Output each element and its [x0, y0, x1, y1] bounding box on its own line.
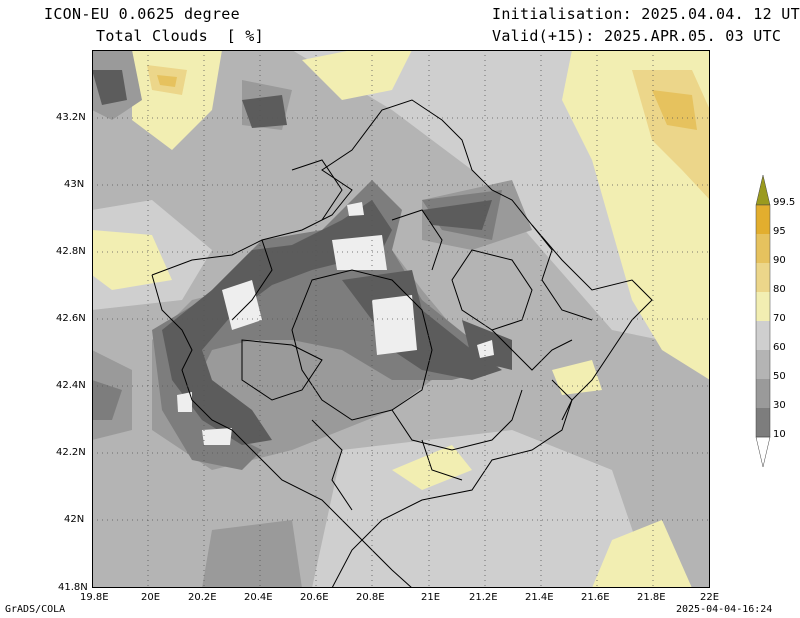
cloud-map	[92, 50, 710, 589]
init-time: Initialisation: 2025.04.04. 12 UTC	[492, 5, 800, 23]
legend-swatch	[756, 292, 770, 321]
lon-label: 20.6E	[300, 592, 329, 603]
lon-label: 19.8E	[80, 592, 109, 603]
legend-swatch	[756, 205, 770, 234]
lon-label: 21.2E	[469, 592, 498, 603]
lat-label: 43.2N	[56, 112, 86, 123]
lon-label: 20E	[141, 592, 161, 603]
lat-label: 42.2N	[56, 447, 86, 458]
lon-label: 21.8E	[637, 592, 666, 603]
credit-text: GrADS/COLA	[5, 604, 66, 615]
legend-swatch	[756, 379, 770, 408]
lon-label: 20.4E	[244, 592, 273, 603]
legend-label: 90	[773, 255, 786, 266]
lon-label: 21.6E	[581, 592, 610, 603]
model-title: ICON-EU 0.0625 degree	[44, 5, 240, 23]
valid-time: Valid(+15): 2025.APR.05. 03 UTC	[492, 27, 782, 45]
timestamp: 2025-04-04-16:24	[676, 604, 773, 615]
variable-title: Total Clouds [ %]	[96, 27, 264, 45]
lat-label: 42.8N	[56, 246, 86, 257]
legend-label: 80	[773, 284, 786, 295]
legend-swatch	[756, 263, 770, 292]
lon-label: 20.2E	[188, 592, 217, 603]
lat-label: 42.6N	[56, 313, 86, 324]
legend-label: 60	[773, 342, 786, 353]
legend-bottom-arrow	[755, 436, 771, 468]
legend-label: 70	[773, 313, 786, 324]
legend-label: 95	[773, 226, 786, 237]
color-legend: 99.5 95 90 80 70 60 50 30 10	[755, 174, 800, 470]
lat-label: 42.4N	[56, 380, 86, 391]
legend-swatch	[756, 408, 770, 437]
legend-label: 99.5	[773, 197, 796, 208]
legend-top-arrow	[755, 174, 771, 206]
lat-label: 41.8N	[58, 582, 88, 593]
legend-swatch	[756, 234, 770, 263]
legend-swatch	[756, 321, 770, 350]
lon-label: 21.4E	[525, 592, 554, 603]
lat-label: 42N	[64, 514, 85, 525]
lon-label: 21E	[421, 592, 441, 603]
legend-label: 50	[773, 371, 786, 382]
legend-swatch	[756, 350, 770, 379]
lon-label: 22E	[700, 592, 720, 603]
legend-label: 30	[773, 400, 786, 411]
lon-label: 20.8E	[356, 592, 385, 603]
lat-label: 43N	[64, 179, 85, 190]
legend-label: 10	[773, 429, 786, 440]
